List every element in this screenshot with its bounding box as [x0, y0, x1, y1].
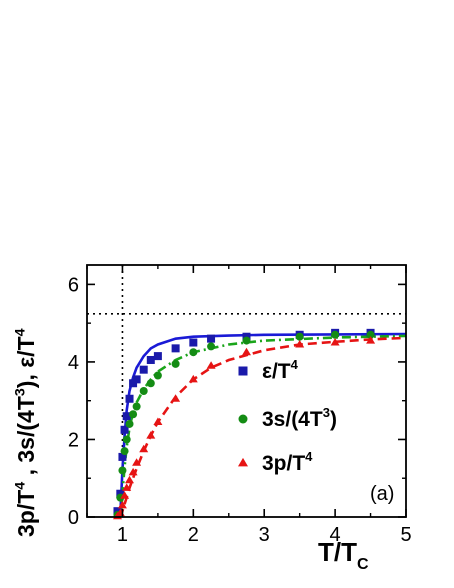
- legend-label-series-1: 3s/(4T3): [262, 405, 337, 431]
- data-point-series-1-10: [153, 371, 162, 380]
- x-axis-label-base: T/T: [318, 537, 357, 567]
- data-point-series-0-12: [189, 338, 198, 347]
- data-point-series-2-8: [139, 444, 149, 453]
- superscript: 4: [12, 328, 28, 336]
- panel-label: (a): [370, 483, 394, 505]
- data-point-series-0-7: [132, 375, 141, 384]
- x-axis-label: T/TC: [318, 537, 369, 573]
- data-point-series-2-11: [171, 394, 181, 402]
- data-point-series-2-15: [295, 340, 305, 348]
- y-axis-label: 3p/T4 , 3s/(4T3), ε/T4: [12, 328, 39, 537]
- superscript: 3: [323, 405, 330, 420]
- text-part-after-1: ),: [13, 368, 39, 388]
- data-point-series-0-5: [125, 394, 134, 403]
- data-point-series-1-6: [129, 410, 138, 419]
- data-point-series-0-13: [207, 334, 216, 343]
- axes: 1 2 3 4 5 0 2 4 6: [68, 264, 412, 546]
- data-point-series-2-5: [125, 475, 134, 484]
- x-axis-label-subscript: C: [357, 556, 369, 573]
- data-point-series-2-14: [242, 347, 251, 356]
- data-point-series-2-13: [206, 361, 216, 369]
- data-point-series-0-11: [171, 344, 180, 353]
- data-point-series-0-3: [120, 425, 129, 434]
- plot-frame: [86, 264, 407, 518]
- data-point-series-1-2: [118, 466, 127, 475]
- data-point-series-1-13: [207, 342, 216, 351]
- data-point-series-2-17: [366, 336, 376, 344]
- superscript: 4: [291, 357, 299, 372]
- data-point-series-2-6: [128, 467, 138, 476]
- text-part-0: 3p/T: [262, 452, 305, 475]
- text-part-2: ε/T: [13, 336, 39, 367]
- y-tick-label: 6: [68, 274, 79, 296]
- legend-marker-series-0: [238, 366, 248, 376]
- text-part-0: ε/T: [262, 360, 291, 383]
- x-tick-label: 2: [188, 524, 199, 546]
- text-part-after-0: ): [330, 408, 337, 431]
- data-point-series-1-5: [125, 419, 134, 428]
- data-point-series-1-15: [295, 332, 304, 341]
- superscript: 4: [305, 449, 313, 464]
- text-part-0: 3p/T: [13, 490, 39, 537]
- y-tick-label: 0: [68, 507, 79, 529]
- data-point-series-2-3: [120, 491, 130, 499]
- data-point-series-1-7: [132, 402, 141, 411]
- data-point-series-1-9: [146, 379, 155, 388]
- data-point-series-2-12: [188, 374, 198, 383]
- data-point-series-1-17: [366, 330, 375, 339]
- data-point-series-0-10: [153, 352, 162, 361]
- plot-area: [87, 265, 406, 517]
- data-point-series-2-16: [330, 338, 340, 346]
- data-point-series-0-2: [118, 452, 127, 461]
- data-point-series-2-7: [132, 458, 142, 466]
- legend-label-series-0: ε/T4: [262, 357, 299, 383]
- data-point-series-1-3: [120, 447, 129, 456]
- y-tick-label: 2: [68, 429, 79, 451]
- data-point-series-2-4: [122, 483, 132, 491]
- data-point-series-2-2: [117, 500, 127, 509]
- text-part-after-0: ,: [13, 463, 39, 482]
- data-point-series-2-9: [146, 431, 156, 439]
- data-point-series-0-8: [139, 365, 148, 374]
- text-part-1: 3s/(4T: [13, 396, 39, 462]
- legend-marker-series-2: [238, 457, 248, 467]
- data-point-series-1-4: [122, 435, 131, 444]
- data-point-series-1-12: [189, 348, 198, 357]
- data-point-series-1-8: [139, 387, 148, 395]
- superscript: 4: [12, 482, 28, 490]
- text-part-0: 3s/(4T: [262, 408, 323, 431]
- legend-marker-series-1: [238, 414, 248, 424]
- data-point-series-2-10: [153, 417, 163, 425]
- superscript: 3: [12, 388, 28, 396]
- x-tick-label: 3: [259, 524, 270, 546]
- data-point-series-1-11: [171, 359, 180, 368]
- x-tick-label: 1: [117, 524, 128, 546]
- data-point-series-0-9: [146, 355, 155, 364]
- data-point-series-1-16: [331, 330, 340, 339]
- x-tick-label: 4: [330, 524, 341, 546]
- legend-label-series-2: 3p/T4: [262, 449, 313, 475]
- data-point-series-0-4: [122, 412, 131, 421]
- data-point-series-1-14: [242, 336, 251, 345]
- y-tick-label: 4: [68, 352, 79, 374]
- x-tick-label: 5: [400, 524, 411, 546]
